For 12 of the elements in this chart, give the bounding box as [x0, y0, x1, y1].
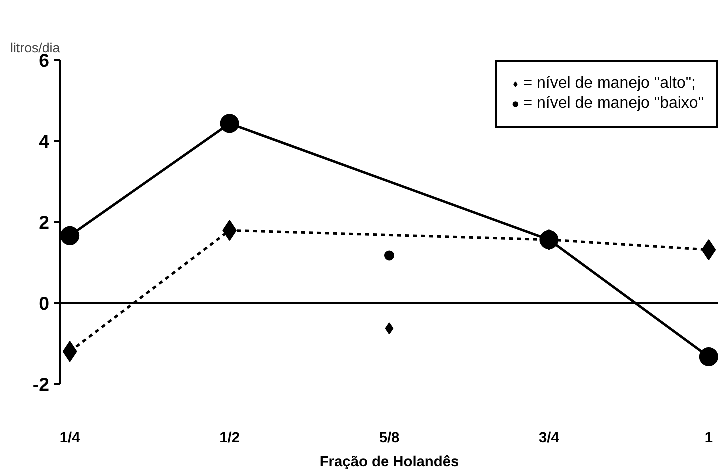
x-axis-title: Fração de Holandês [320, 454, 460, 470]
x-tick-label: 3/4 [539, 430, 560, 446]
y-tick-label: 4 [39, 131, 50, 152]
x-tick-label: 1/2 [220, 430, 240, 446]
legend-label: = nível de manejo "baixo" [523, 95, 704, 113]
y-tick-label: 2 [39, 212, 50, 233]
x-tick-label: 5/8 [379, 430, 400, 446]
x-tick-label: 1 [704, 430, 713, 446]
y-tick-label: -2 [32, 374, 50, 395]
legend-label: = nível de manejo "alto"; [523, 75, 696, 93]
y-tick-label: 0 [39, 293, 50, 314]
x-tick-label: 1/4 [60, 430, 82, 446]
